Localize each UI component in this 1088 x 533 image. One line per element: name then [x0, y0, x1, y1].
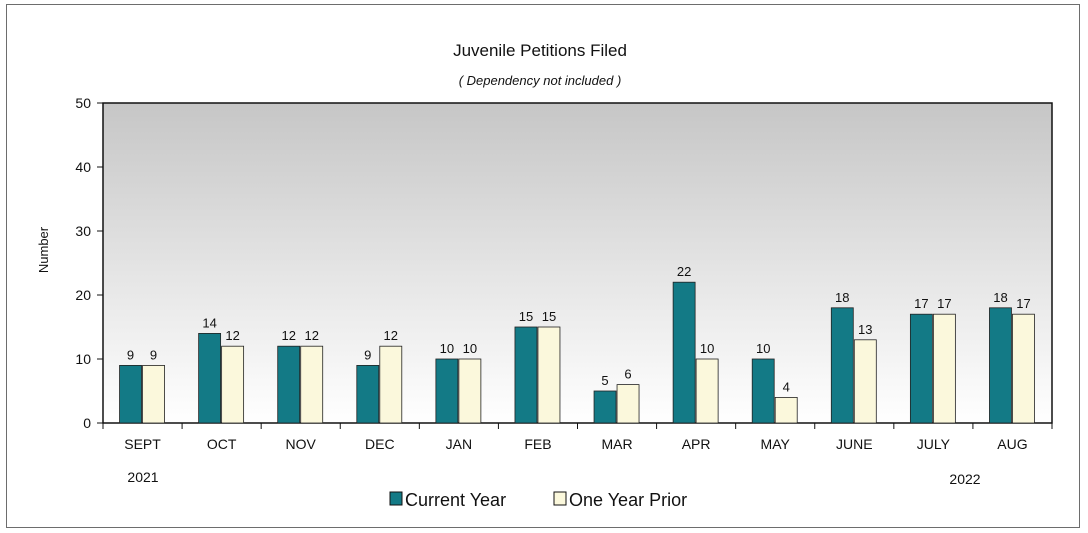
legend: Current Year One Year Prior	[389, 490, 687, 510]
category-label: MAR	[601, 436, 632, 452]
category-label: JULY	[917, 436, 951, 452]
category-label: APR	[682, 436, 711, 452]
data-label: 12	[384, 328, 398, 343]
y-axis: 0 10 20 30 40 50	[75, 95, 103, 431]
bars	[119, 281, 1035, 424]
category-label: FEB	[524, 436, 551, 452]
category-label: JAN	[446, 436, 472, 452]
y-axis-label: Number	[36, 226, 51, 273]
bar-one-year-prior	[379, 345, 403, 424]
y-tick-label: 0	[83, 415, 91, 431]
data-label: 17	[937, 296, 951, 311]
bar-current-year	[356, 364, 380, 424]
data-label: 9	[127, 347, 134, 362]
category-label: NOV	[286, 436, 317, 452]
category-label: OCT	[207, 436, 237, 452]
bar-one-year-prior	[1012, 313, 1035, 424]
bar-current-year	[198, 332, 222, 424]
data-label: 15	[519, 309, 533, 324]
data-label: 13	[858, 322, 872, 337]
x-axis: SEPT OCT NOV DEC JAN FEB MAR APR MAY JUNE JULY AUG	[102, 423, 1053, 452]
category-label: JUNE	[836, 436, 873, 452]
data-label: 10	[700, 341, 714, 356]
y-tick-label: 20	[75, 287, 91, 303]
chart-subtitle: ( Dependency not included )	[459, 73, 622, 88]
category-label: AUG	[997, 436, 1027, 452]
bar-one-year-prior	[300, 345, 324, 424]
bar-one-year-prior	[774, 396, 798, 424]
data-label: 12	[304, 328, 318, 343]
data-label: 9	[150, 347, 157, 362]
data-labels: 9 9 14 12 12 12 9 12 10 10 15 15 5 6 22 10 10 4 18 13 17 17 18…	[127, 264, 1031, 394]
bar-current-year	[277, 345, 301, 424]
bar-one-year-prior	[932, 313, 956, 424]
bar-current-year	[514, 326, 538, 424]
data-label: 5	[601, 373, 608, 388]
category-label: MAY	[761, 436, 791, 452]
bar-current-year	[119, 364, 142, 424]
category-label: DEC	[365, 436, 395, 452]
data-label: 10	[440, 341, 454, 356]
data-label: 17	[1016, 296, 1030, 311]
year-label-end: 2022	[949, 471, 980, 487]
chart-title: Juvenile Petitions Filed	[453, 41, 627, 60]
chart-frame	[6, 4, 1080, 528]
y-tick-label: 40	[75, 159, 91, 175]
data-label: 4	[783, 379, 790, 394]
bar-current-year	[672, 281, 696, 424]
bar-current-year	[989, 307, 1012, 424]
data-label: 18	[835, 290, 849, 305]
bar-one-year-prior	[616, 384, 640, 424]
bar-one-year-prior	[221, 345, 245, 424]
data-label: 10	[756, 341, 770, 356]
bar-one-year-prior	[458, 358, 482, 424]
legend-label-current-year: Current Year	[405, 490, 506, 510]
data-label: 17	[914, 296, 928, 311]
bar-current-year	[751, 358, 775, 424]
category-label: SEPT	[124, 436, 161, 452]
legend-label-one-year-prior: One Year Prior	[569, 490, 687, 510]
legend-swatch-current-year	[389, 491, 403, 506]
data-label: 12	[281, 328, 295, 343]
data-label: 6	[624, 367, 631, 382]
y-tick-label: 50	[75, 95, 91, 111]
data-label: 9	[364, 347, 371, 362]
plot-area	[102, 102, 1053, 424]
bar-current-year	[435, 358, 459, 424]
bar-one-year-prior	[537, 326, 561, 424]
data-label: 12	[225, 328, 239, 343]
y-tick-label: 10	[75, 351, 91, 367]
data-label: 15	[542, 309, 556, 324]
legend-swatch-one-year-prior	[553, 491, 567, 506]
bar-current-year	[830, 307, 854, 424]
data-label: 22	[677, 264, 691, 279]
bar-one-year-prior	[853, 339, 877, 424]
bar-current-year	[593, 390, 617, 424]
bar-current-year	[909, 313, 933, 424]
bar-one-year-prior	[695, 358, 719, 424]
data-label: 10	[463, 341, 477, 356]
data-label: 14	[202, 315, 216, 330]
bar-one-year-prior	[142, 364, 165, 424]
y-tick-label: 30	[75, 223, 91, 239]
year-label-start: 2021	[127, 469, 158, 485]
data-label: 18	[993, 290, 1007, 305]
